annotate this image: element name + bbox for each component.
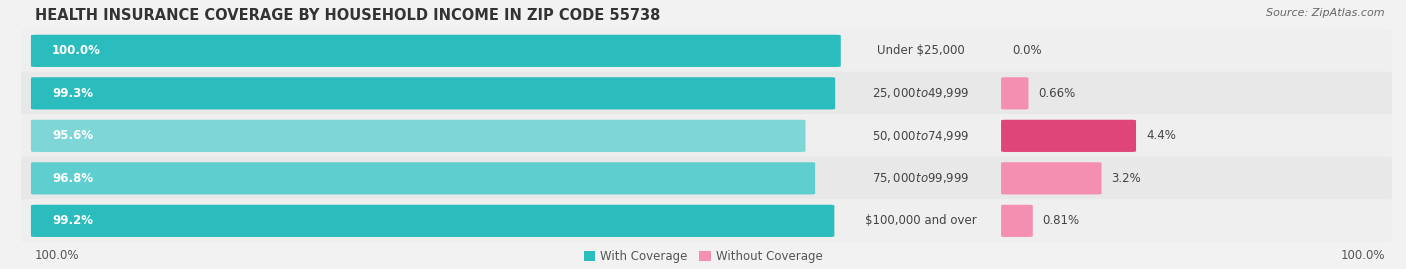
Text: 100.0%: 100.0%	[1340, 249, 1385, 262]
Text: 3.2%: 3.2%	[1111, 172, 1142, 185]
FancyBboxPatch shape	[21, 199, 1392, 243]
FancyBboxPatch shape	[31, 162, 815, 194]
Text: 99.3%: 99.3%	[52, 87, 93, 100]
Text: $25,000 to $49,999: $25,000 to $49,999	[872, 86, 970, 100]
Text: 0.81%: 0.81%	[1043, 214, 1080, 227]
Text: Source: ZipAtlas.com: Source: ZipAtlas.com	[1267, 8, 1385, 18]
Text: HEALTH INSURANCE COVERAGE BY HOUSEHOLD INCOME IN ZIP CODE 55738: HEALTH INSURANCE COVERAGE BY HOUSEHOLD I…	[35, 8, 661, 23]
FancyBboxPatch shape	[21, 114, 1392, 158]
Text: 96.8%: 96.8%	[52, 172, 93, 185]
Text: 95.6%: 95.6%	[52, 129, 93, 142]
Text: 0.0%: 0.0%	[1012, 44, 1042, 57]
Text: 99.2%: 99.2%	[52, 214, 93, 227]
FancyBboxPatch shape	[31, 77, 835, 109]
FancyBboxPatch shape	[1001, 162, 1101, 194]
FancyBboxPatch shape	[21, 29, 1392, 73]
FancyBboxPatch shape	[1001, 77, 1028, 109]
FancyBboxPatch shape	[1001, 120, 1136, 152]
FancyBboxPatch shape	[21, 157, 1392, 200]
FancyBboxPatch shape	[31, 120, 806, 152]
FancyBboxPatch shape	[31, 35, 841, 67]
Text: $100,000 and over: $100,000 and over	[865, 214, 977, 227]
FancyBboxPatch shape	[1001, 205, 1033, 237]
Text: 0.66%: 0.66%	[1038, 87, 1076, 100]
Text: Under $25,000: Under $25,000	[877, 44, 965, 57]
FancyBboxPatch shape	[21, 72, 1392, 115]
Text: 100.0%: 100.0%	[35, 249, 80, 262]
Legend: With Coverage, Without Coverage: With Coverage, Without Coverage	[583, 250, 823, 263]
Text: $75,000 to $99,999: $75,000 to $99,999	[872, 171, 970, 185]
Text: 100.0%: 100.0%	[52, 44, 101, 57]
Text: $50,000 to $74,999: $50,000 to $74,999	[872, 129, 970, 143]
Text: 4.4%: 4.4%	[1146, 129, 1175, 142]
FancyBboxPatch shape	[31, 205, 834, 237]
